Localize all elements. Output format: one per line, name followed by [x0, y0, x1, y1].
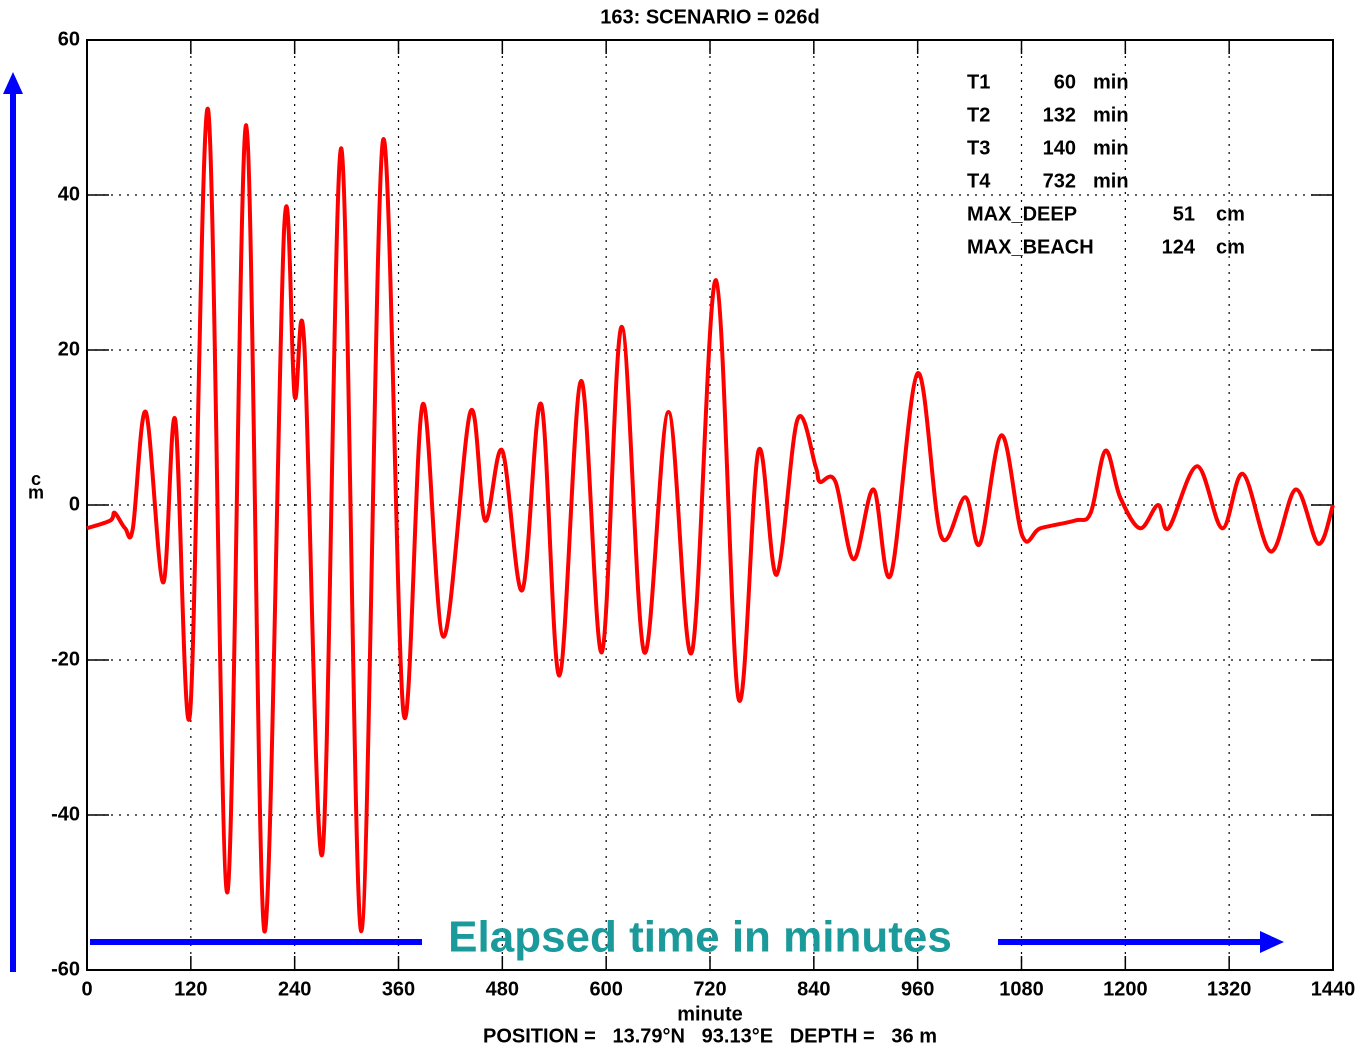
annotation-label: T3 [967, 137, 990, 159]
x-tick-label: 840 [797, 978, 830, 1000]
x-tick-label: 1440 [1311, 978, 1356, 1000]
annotation-unit: cm [1216, 203, 1245, 225]
x-tick-label: 720 [693, 978, 726, 1000]
overlay-label: Elapsed time in minutes [448, 913, 952, 962]
annotation-label: T1 [967, 71, 990, 93]
footer: POSITION = 13.79°N 93.13°E DEPTH = 36 m [483, 1025, 937, 1047]
y-tick-label: 0 [69, 493, 80, 515]
x-tick-label: 120 [174, 978, 207, 1000]
annotation-value: 60 [1054, 71, 1076, 93]
annotation-label: MAX_DEEP [967, 203, 1077, 225]
annotation-value: 51 [1173, 203, 1195, 225]
chart-title: 163: SCENARIO = 026d [600, 6, 820, 28]
annotation-unit: min [1093, 104, 1129, 126]
x-tick-label: 600 [589, 978, 622, 1000]
annotation-unit: min [1093, 170, 1129, 192]
y-tick-label: 60 [58, 28, 80, 50]
annotation-value: 140 [1043, 137, 1076, 159]
annotation-label: MAX_BEACH [967, 236, 1094, 258]
y-tick-label: -60 [51, 958, 80, 980]
annotation-label: T4 [967, 170, 991, 192]
x-tick-label: 360 [382, 978, 415, 1000]
x-tick-label: 1320 [1207, 978, 1252, 1000]
annotation-value: 124 [1162, 236, 1196, 258]
annotation-unit: cm [1216, 236, 1245, 258]
annotation-value: 132 [1043, 104, 1076, 126]
x-arrow-head [1260, 931, 1284, 953]
plot-frame [86, 39, 1334, 971]
y-arrow-head [3, 72, 23, 94]
x-tick-label: 960 [901, 978, 934, 1000]
annotation-label: T2 [967, 104, 990, 126]
x-tick-label: 0 [81, 978, 92, 1000]
x-tick-label: 240 [278, 978, 311, 1000]
data-line [86, 106, 1335, 934]
annotation-unit: min [1093, 71, 1129, 93]
x-axis-label: minute [677, 1003, 743, 1025]
y-tick-label: -20 [51, 648, 80, 670]
y-tick-label: 40 [58, 183, 80, 205]
y-tick-label: -40 [51, 803, 80, 825]
x-tick-label: 1080 [999, 978, 1044, 1000]
annotation-unit: min [1093, 137, 1129, 159]
y-tick-label: 20 [58, 338, 80, 360]
annotation-value: 732 [1043, 170, 1076, 192]
x-tick-label: 480 [486, 978, 519, 1000]
x-tick-label: 1200 [1103, 978, 1148, 1000]
arrows [3, 72, 1284, 972]
